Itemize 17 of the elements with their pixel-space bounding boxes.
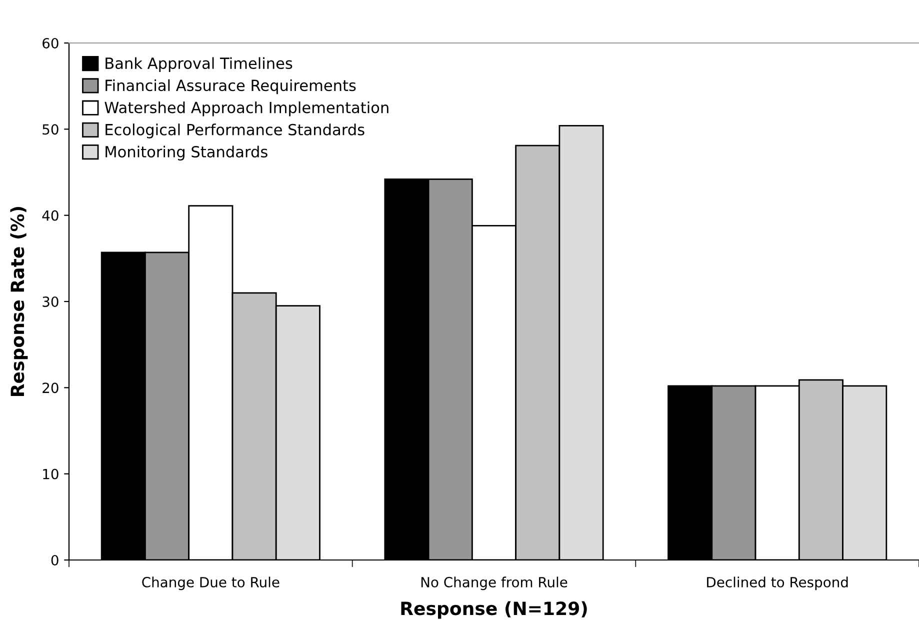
y-tick-label: 50 [42, 124, 58, 135]
legend-label: Ecological Performance Standards [106, 124, 364, 138]
legend-label: Watershed Approach Implementation [104, 101, 388, 116]
y-tick-label: 20 [42, 382, 58, 394]
y-tick-label: 10 [43, 468, 58, 480]
legend-label: Monitoring Standards [106, 146, 268, 160]
legend-label: Bank Approval Timelines [106, 57, 292, 72]
y-tick-label: 0 [51, 554, 58, 566]
x-axis-title: Response (N=129) [401, 601, 587, 619]
x-tick-label: No Change from Rule [421, 576, 568, 590]
x-tick-label: Declined to Respond [707, 576, 848, 590]
x-tick-label: Change Due to Rule [142, 576, 280, 590]
legend-label: Financial Assurace Requirements [106, 79, 356, 94]
y-tick-label: 30 [42, 296, 58, 307]
y-axis-title: Response Rate (%) [10, 206, 28, 396]
y-tick-label: 60 [42, 38, 58, 48]
y-tick-label: 40 [42, 210, 58, 221]
